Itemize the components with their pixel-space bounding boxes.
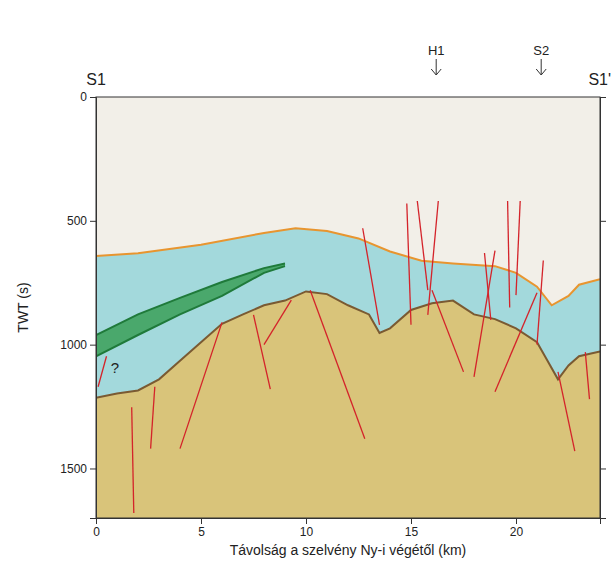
tick-mark — [600, 221, 606, 222]
fault — [363, 228, 380, 325]
fault — [537, 260, 543, 344]
tick-mark — [600, 345, 606, 346]
fault — [432, 290, 464, 372]
axis-line — [90, 98, 97, 519]
layer-fill — [96, 291, 600, 518]
tick-mark — [411, 518, 412, 524]
horizon — [96, 291, 600, 397]
marker-arrow — [536, 59, 546, 75]
tick-mark — [90, 221, 96, 222]
fault — [407, 203, 411, 324]
plot-frame — [96, 97, 600, 518]
section-end-label: S1 — [86, 71, 106, 88]
fault — [132, 407, 134, 513]
plot-area — [96, 201, 600, 518]
tick: 0 — [80, 90, 96, 104]
fault — [495, 293, 537, 392]
arrow-shaft — [541, 59, 542, 75]
layer-fill — [96, 228, 600, 518]
tick-label: 1000 — [60, 338, 87, 352]
horizon — [96, 266, 285, 356]
tick — [600, 345, 606, 346]
tick: 20 — [510, 518, 524, 539]
tick-mark — [600, 468, 606, 469]
tick — [600, 97, 606, 98]
y-axis-title: TWT (s) — [15, 282, 31, 332]
tick: 0 — [93, 518, 100, 539]
horizon — [96, 228, 600, 305]
tick: 15 — [405, 518, 419, 539]
tick-label: 0 — [80, 90, 87, 104]
fault — [474, 251, 495, 377]
fault — [428, 201, 439, 315]
tick: 1500 — [60, 462, 96, 476]
tick-label: 15 — [405, 525, 419, 539]
fault — [180, 322, 222, 448]
fault — [417, 201, 428, 290]
tick-mark — [516, 518, 517, 524]
tick-mark — [306, 518, 307, 524]
fault — [254, 315, 271, 389]
arrow-shaft — [436, 59, 437, 75]
arrow-head — [536, 69, 546, 75]
tick-mark — [600, 97, 606, 98]
annotation: ? — [111, 359, 119, 376]
fault — [558, 372, 575, 451]
fault — [508, 201, 510, 307]
horizon — [96, 263, 285, 335]
tick-mark — [90, 468, 96, 469]
tick-label: 0 — [93, 525, 100, 539]
tick-label: 20 — [510, 525, 524, 539]
fault — [310, 290, 365, 439]
tick-mark — [90, 97, 96, 98]
axis-line — [601, 98, 607, 519]
fault — [585, 352, 589, 399]
tick: 1000 — [60, 338, 96, 352]
tick: 5 — [198, 518, 205, 539]
chart: 0 5 10 15 20 0 500 1000 1500 Távolság a szelvény … — [0, 0, 615, 563]
axis-line — [97, 519, 601, 525]
tick — [600, 468, 606, 469]
arrow-head — [431, 69, 441, 75]
tick-mark — [201, 518, 202, 524]
y-axis-right — [600, 98, 606, 519]
y-axis: 0 500 1000 1500 — [60, 90, 96, 518]
marker-label: H1 — [428, 43, 445, 58]
plot-background — [96, 97, 600, 518]
fault — [151, 387, 155, 449]
x-axis-title: Távolság a szelvény Ny-i végétől (km) — [230, 542, 467, 558]
tick — [600, 221, 606, 222]
marker-arrow — [431, 59, 441, 75]
section-end-label: S1' — [588, 71, 611, 88]
tick-label: 5 — [198, 525, 205, 539]
wedge-fill — [96, 263, 285, 356]
tick-label: 500 — [67, 214, 87, 228]
tick-label: 1500 — [60, 462, 87, 476]
fault — [264, 300, 291, 345]
tick-mark — [90, 345, 96, 346]
fault — [516, 201, 520, 295]
x-axis: 0 5 10 15 20 — [93, 518, 600, 539]
tick: 500 — [67, 214, 96, 228]
tick-label: 10 — [300, 525, 314, 539]
marker-label: S2 — [533, 43, 549, 58]
tick: 10 — [300, 518, 314, 539]
fault — [98, 356, 106, 386]
